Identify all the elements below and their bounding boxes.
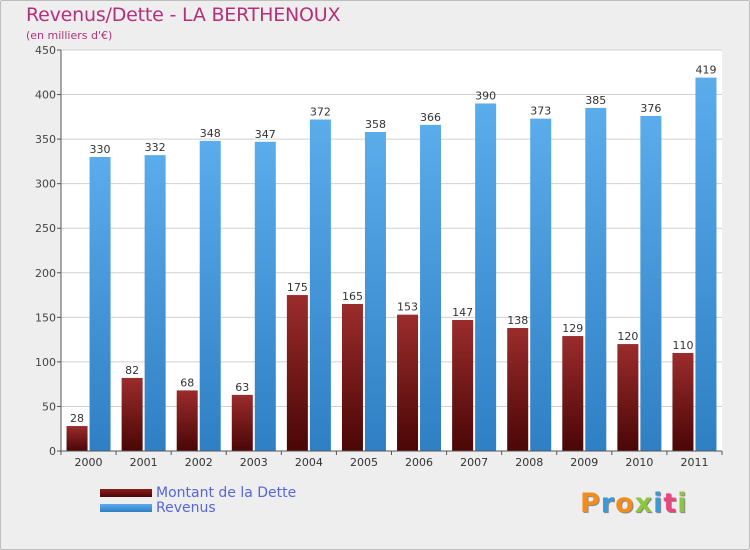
data-label-debt: 153 [397, 301, 418, 314]
bar-revenus [254, 141, 276, 452]
legend-label-debt: Montant de la Dette [156, 485, 297, 501]
x-tick-label: 2009 [570, 456, 598, 469]
legend-swatch-debt [100, 489, 152, 497]
x-tick-label: 2001 [130, 456, 158, 469]
x-tick-label: 2000 [75, 456, 103, 469]
bar-debt [286, 295, 308, 451]
data-label-debt: 110 [672, 339, 693, 352]
bar-revenus [695, 77, 717, 451]
x-tick-label: 2004 [295, 456, 323, 469]
y-tick-label: 50 [42, 400, 56, 413]
data-label-revenus: 347 [255, 128, 276, 141]
bar-debt [176, 390, 198, 451]
x-tick-label: 2005 [350, 456, 378, 469]
y-tick-label: 150 [35, 311, 56, 324]
bar-debt [341, 303, 363, 451]
logo-letter: i [677, 488, 688, 519]
data-label-debt: 175 [287, 281, 308, 294]
bar-revenus [144, 155, 166, 451]
data-label-debt: 120 [617, 330, 638, 343]
bar-debt [617, 344, 639, 451]
logo-letter: P [580, 488, 601, 519]
logo-letter: i [653, 488, 664, 519]
bar-revenus [530, 118, 552, 452]
y-tick-label: 350 [35, 133, 56, 146]
y-tick-label: 400 [35, 89, 56, 102]
data-label-revenus: 373 [530, 105, 551, 118]
y-tick-label: 300 [35, 178, 56, 191]
bar-debt [562, 336, 584, 451]
data-label-debt: 63 [235, 381, 249, 394]
chart-subtitle: (en milliers d'€) [26, 29, 113, 42]
data-label-revenus: 419 [695, 64, 716, 77]
bar-revenus [89, 156, 111, 451]
bar-debt [452, 320, 474, 451]
logo-letter: o [615, 488, 635, 519]
data-label-revenus: 366 [420, 111, 441, 124]
data-label-debt: 129 [562, 322, 583, 335]
y-tick-label: 250 [35, 222, 56, 235]
legend-label-revenus: Revenus [156, 500, 216, 516]
data-label-debt: 165 [342, 290, 363, 303]
x-tick-label: 2007 [460, 456, 488, 469]
bar-revenus [640, 115, 662, 451]
chart-title: Revenus/Dette - LA BERTHENOUX [26, 4, 341, 26]
logo-letter: x [634, 488, 654, 519]
bar-revenus [475, 103, 497, 451]
x-tick-label: 2010 [625, 456, 653, 469]
bar-revenus [420, 124, 442, 451]
y-tick-label: 450 [35, 44, 56, 57]
bar-debt [672, 352, 694, 451]
bar-debt [397, 314, 419, 451]
data-label-revenus: 348 [200, 127, 221, 140]
logo-letter: t [663, 488, 678, 519]
x-tick-label: 2002 [185, 456, 213, 469]
y-tick-label: 0 [49, 445, 56, 458]
bar-debt [507, 328, 529, 451]
data-label-debt: 68 [180, 376, 194, 389]
x-tick-label: 2003 [240, 456, 268, 469]
data-label-debt: 28 [70, 412, 84, 425]
data-label-revenus: 330 [90, 143, 111, 156]
y-tick-label: 200 [35, 267, 56, 280]
x-tick-label: 2011 [680, 456, 708, 469]
data-label-debt: 82 [125, 364, 139, 377]
y-tick-label: 100 [35, 356, 56, 369]
data-label-revenus: 376 [640, 102, 661, 115]
bar-revenus [199, 140, 221, 452]
data-label-revenus: 358 [365, 118, 386, 131]
x-tick-label: 2008 [515, 456, 543, 469]
x-tick-label: 2006 [405, 456, 433, 469]
bar-debt [121, 377, 143, 451]
bar-revenus [585, 107, 607, 451]
data-label-debt: 147 [452, 306, 473, 319]
logo-letter: r [600, 488, 616, 519]
bar-debt [66, 426, 88, 451]
proxiti-logo: Proxiti [580, 488, 688, 519]
bar-debt [231, 394, 253, 451]
data-label-revenus: 385 [585, 94, 606, 107]
data-label-revenus: 390 [475, 89, 496, 102]
bar-revenus [309, 119, 331, 452]
data-label-revenus: 332 [145, 141, 166, 154]
legend-swatch-revenus [100, 504, 152, 512]
plot-area [61, 50, 722, 451]
data-label-debt: 138 [507, 314, 528, 327]
data-label-revenus: 372 [310, 106, 331, 119]
bar-revenus [364, 131, 386, 451]
